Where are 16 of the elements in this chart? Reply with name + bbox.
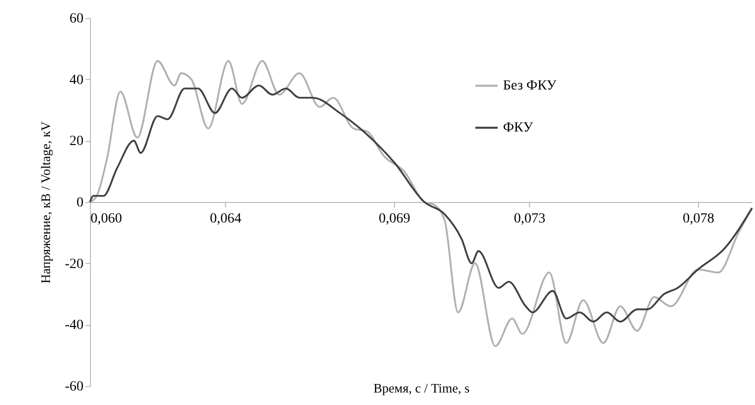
x-tick-label: 0,060 bbox=[90, 212, 122, 226]
x-tick-label: 0,069 bbox=[378, 212, 410, 226]
legend-label: Без ФКУ bbox=[502, 78, 557, 94]
y-tick-label: -40 bbox=[64, 318, 84, 334]
y-axis-title: Напряжение, кВ / Voltage, кV bbox=[38, 120, 53, 284]
y-tick-label: 0 bbox=[76, 196, 84, 210]
y-tick-label: 40 bbox=[70, 72, 84, 88]
y-tick-label: -20 bbox=[64, 256, 84, 272]
x-tick-label: 0,078 bbox=[682, 212, 714, 226]
y-tick-label: -60 bbox=[64, 380, 84, 394]
x-tick-label: 0,073 bbox=[514, 212, 546, 226]
x-tick-label: 0,064 bbox=[210, 212, 242, 226]
y-tick-label: 60 bbox=[70, 12, 84, 26]
x-axis-title: Время, с / Time, s bbox=[373, 380, 470, 396]
legend-label: ФКУ bbox=[502, 120, 534, 136]
y-tick-label: 20 bbox=[70, 134, 84, 150]
